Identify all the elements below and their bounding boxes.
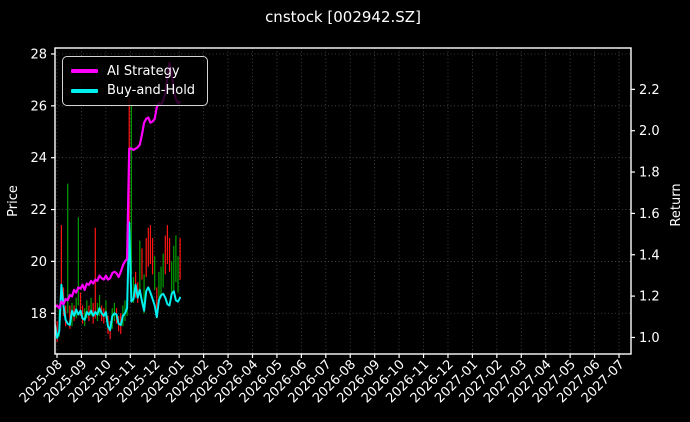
legend-item-buy-and-hold: Buy-and-Hold <box>71 83 199 98</box>
legend-item-ai-strategy: AI Strategy <box>71 64 199 79</box>
price-tick-label: 26 <box>30 99 47 114</box>
price-tick-label: 20 <box>30 255 47 270</box>
legend-label-ai-strategy: AI Strategy <box>107 63 180 79</box>
return-tick-label: 2.2 <box>639 83 660 98</box>
tick-marks <box>51 53 635 358</box>
axes-frame <box>54 47 632 355</box>
price-tick-label: 18 <box>30 307 47 322</box>
price-tick-label: 24 <box>30 151 47 166</box>
price-range-bars <box>55 98 181 342</box>
ai-strategy-line-swatch <box>71 69 98 73</box>
price-tick-label: 22 <box>30 203 47 218</box>
buy-and-hold-line-swatch <box>71 89 98 93</box>
return-tick-label: 1.2 <box>639 290 660 305</box>
price-tick-label: 28 <box>30 47 47 62</box>
gridlines <box>55 48 631 354</box>
return-tick-label: 1.6 <box>639 207 660 222</box>
chart-title: cnstock [002942.SZ] <box>265 8 421 26</box>
legend-label-buy-and-hold: Buy-and-Hold <box>107 83 196 99</box>
return-tick-label: 2.0 <box>639 124 660 139</box>
return-tick-label: 1.8 <box>639 166 660 181</box>
return-tick-label: 1.4 <box>639 248 660 263</box>
series-buy-and-hold <box>55 221 182 339</box>
legend: AI Strategy Buy-and-Hold <box>62 56 208 106</box>
return-tick-label: 1.0 <box>639 331 660 346</box>
